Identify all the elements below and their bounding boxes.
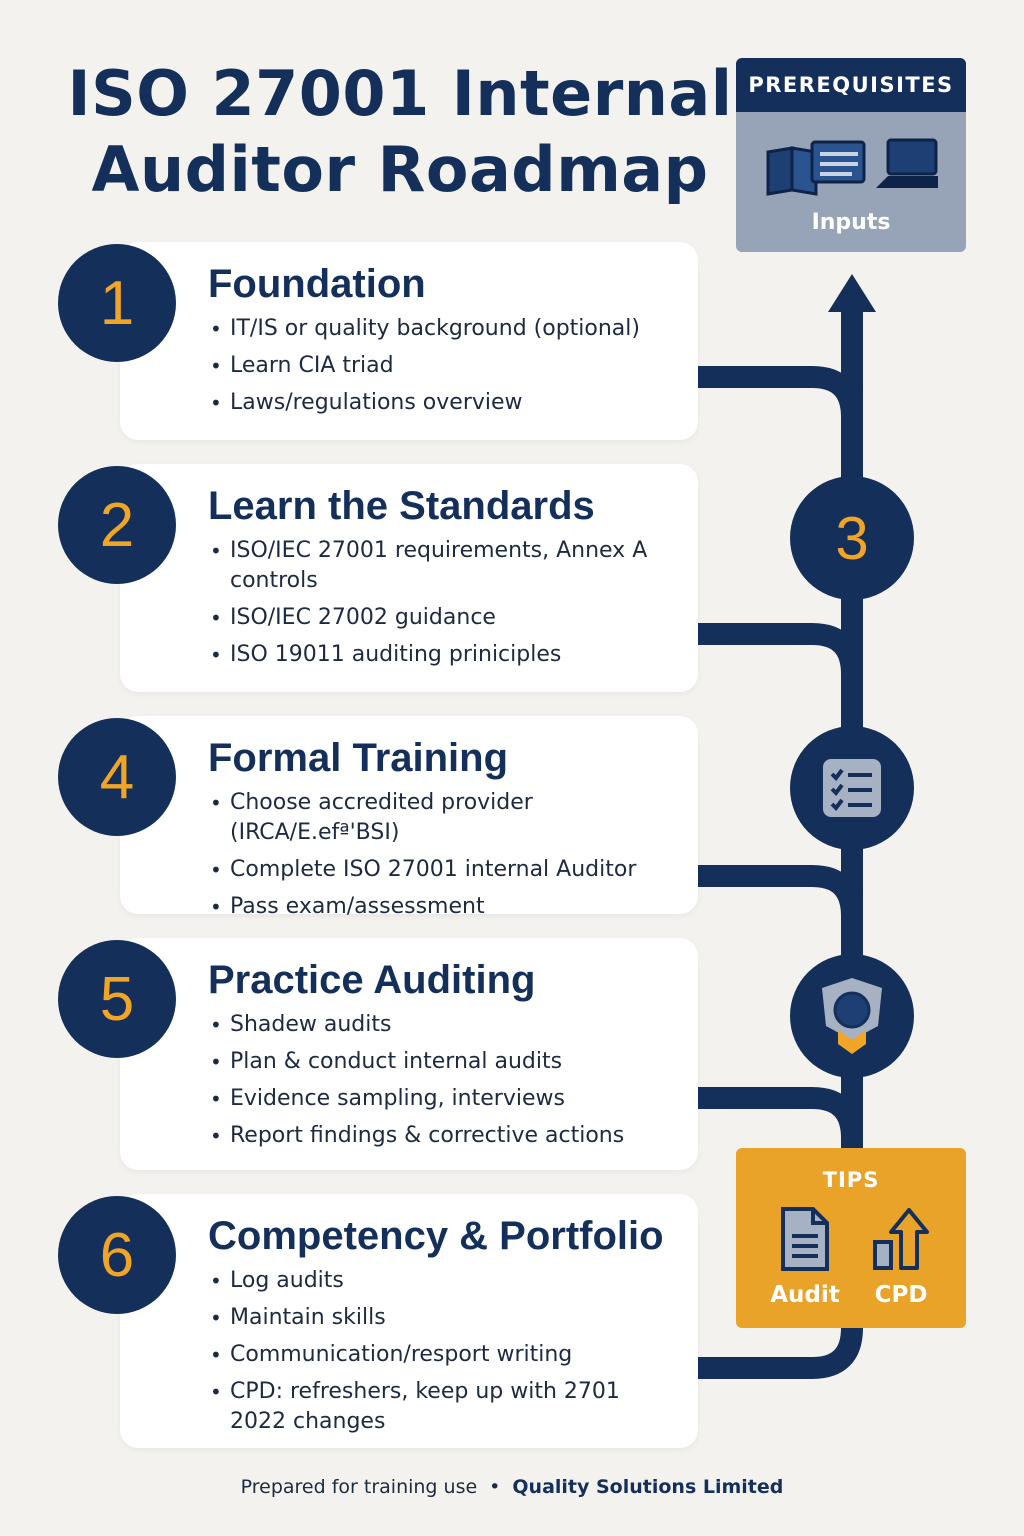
step-title: Learn the Standards: [208, 484, 595, 528]
step-card-6: Competency & Portfolio Log audits Maintain…: [120, 1194, 698, 1448]
step-bullets: Log audits Maintain skills Communication/r…: [208, 1266, 678, 1444]
step-number-circle-4: 4: [58, 718, 176, 836]
step-title: Competency & Portfolio: [208, 1214, 664, 1258]
footer-organization: Quality Solutions Limited: [512, 1476, 784, 1498]
badge-award-icon: [822, 978, 882, 1054]
milestone-circle-3: 3: [790, 476, 914, 600]
step-bullet: ISO 19011 auditing priniciples: [208, 640, 678, 670]
book-icon: [766, 146, 818, 196]
step-bullets: Choose accredited provider (IRCA/E.efª'B…: [208, 788, 678, 929]
footer-separator: •: [489, 1476, 501, 1498]
connector-step-6: [698, 1327, 863, 1379]
step-bullet: Report findings & corrective actions: [208, 1121, 678, 1151]
checklist-icon: [823, 759, 881, 817]
page-title: ISO 27001 Internal Auditor Roadmap: [0, 56, 800, 208]
connector-step-2: [698, 623, 863, 675]
step-bullet: Log audits: [208, 1266, 678, 1296]
step-card-5: Practice Auditing Shadew audits Plan & con…: [120, 938, 698, 1170]
step-bullet: Plan & conduct internal audits: [208, 1047, 678, 1077]
connector-step-1: [698, 366, 863, 418]
step-number-circle-1: 1: [58, 244, 176, 362]
step-bullet: Choose accredited provider (IRCA/E.efª'B…: [208, 788, 678, 848]
tip-audit: Audit: [760, 1206, 850, 1308]
step-number-circle-5: 5: [58, 940, 176, 1058]
step-bullet: Communication/resport writing: [208, 1340, 678, 1370]
milestone-number: 3: [835, 504, 869, 572]
milestone-checklist: [790, 726, 914, 850]
step-bullets: Shadew audits Plan & conduct internal aud…: [208, 1010, 678, 1158]
step-number: 6: [99, 1220, 135, 1290]
laptop-icon: [876, 138, 938, 188]
step-bullet: ISO/IEC 27001 requirements, Annex A cont…: [208, 536, 678, 596]
title-line-1: ISO 27001 Internal: [67, 57, 733, 130]
prerequisites-box: PREREQUISITES Inputs: [736, 58, 966, 252]
milestone-badge: [790, 954, 914, 1078]
step-title: Formal Training: [208, 736, 509, 780]
step-bullet: Laws/regulations overview: [208, 388, 678, 418]
step-bullet: ISO/IEC 27002 guidance: [208, 603, 678, 633]
footer: Prepared for training use • Quality Soluti…: [0, 1476, 1024, 1498]
step-bullet: CPD: refreshers, keep up with 2701 2022 …: [208, 1377, 678, 1437]
tip-cpd-label: CPD: [874, 1282, 928, 1308]
footer-prepared: Prepared for training use: [240, 1476, 478, 1498]
step-bullets: ISO/IEC 27001 requirements, Annex A cont…: [208, 536, 678, 677]
path-arrow-head: [828, 274, 876, 312]
step-title: Foundation: [208, 262, 426, 306]
document-lines-icon: [810, 140, 866, 184]
prerequisites-heading: PREREQUISITES: [736, 58, 966, 112]
title-line-2: Auditor Roadmap: [91, 133, 709, 206]
prerequisites-icons: [762, 136, 942, 202]
step-number: 4: [99, 742, 135, 812]
step-card-2: Learn the Standards ISO/IEC 27001 require…: [120, 464, 698, 692]
step-bullet: Maintain skills: [208, 1303, 678, 1333]
step-bullet: Shadew audits: [208, 1010, 678, 1040]
step-number-circle-2: 2: [58, 466, 176, 584]
step-number: 1: [99, 268, 135, 338]
step-bullets: IT/IS or quality background (optional) Le…: [208, 314, 678, 425]
step-bullet: Pass exam/assessment: [208, 892, 678, 922]
step-title: Practice Auditing: [208, 958, 536, 1002]
step-bullet: Learn CIA triad: [208, 351, 678, 381]
tips-heading: TIPS: [822, 1168, 880, 1192]
step-bullet: Complete ISO 27001 internal Auditor: [208, 855, 678, 885]
prerequisites-label: Inputs: [811, 210, 891, 235]
document-icon: [781, 1207, 829, 1271]
step-bullet: IT/IS or quality background (optional): [208, 314, 678, 344]
step-card-4: Formal Training Choose accredited provide…: [120, 716, 698, 922]
step-number-circle-6: 6: [58, 1196, 176, 1314]
step-bullet: Evidence sampling, interviews: [208, 1084, 678, 1114]
connector-step-4: [698, 865, 863, 917]
tip-cpd: CPD: [856, 1206, 946, 1308]
connector-step-5: [698, 1087, 863, 1139]
step-number: 5: [99, 964, 135, 1034]
step-card-1: Foundation IT/IS or quality background (o…: [120, 242, 698, 440]
tip-audit-label: Audit: [770, 1282, 840, 1308]
growth-arrow-icon: [873, 1208, 929, 1270]
step-number: 2: [99, 490, 135, 560]
tips-box: TIPS Audit CPD: [736, 1148, 966, 1328]
